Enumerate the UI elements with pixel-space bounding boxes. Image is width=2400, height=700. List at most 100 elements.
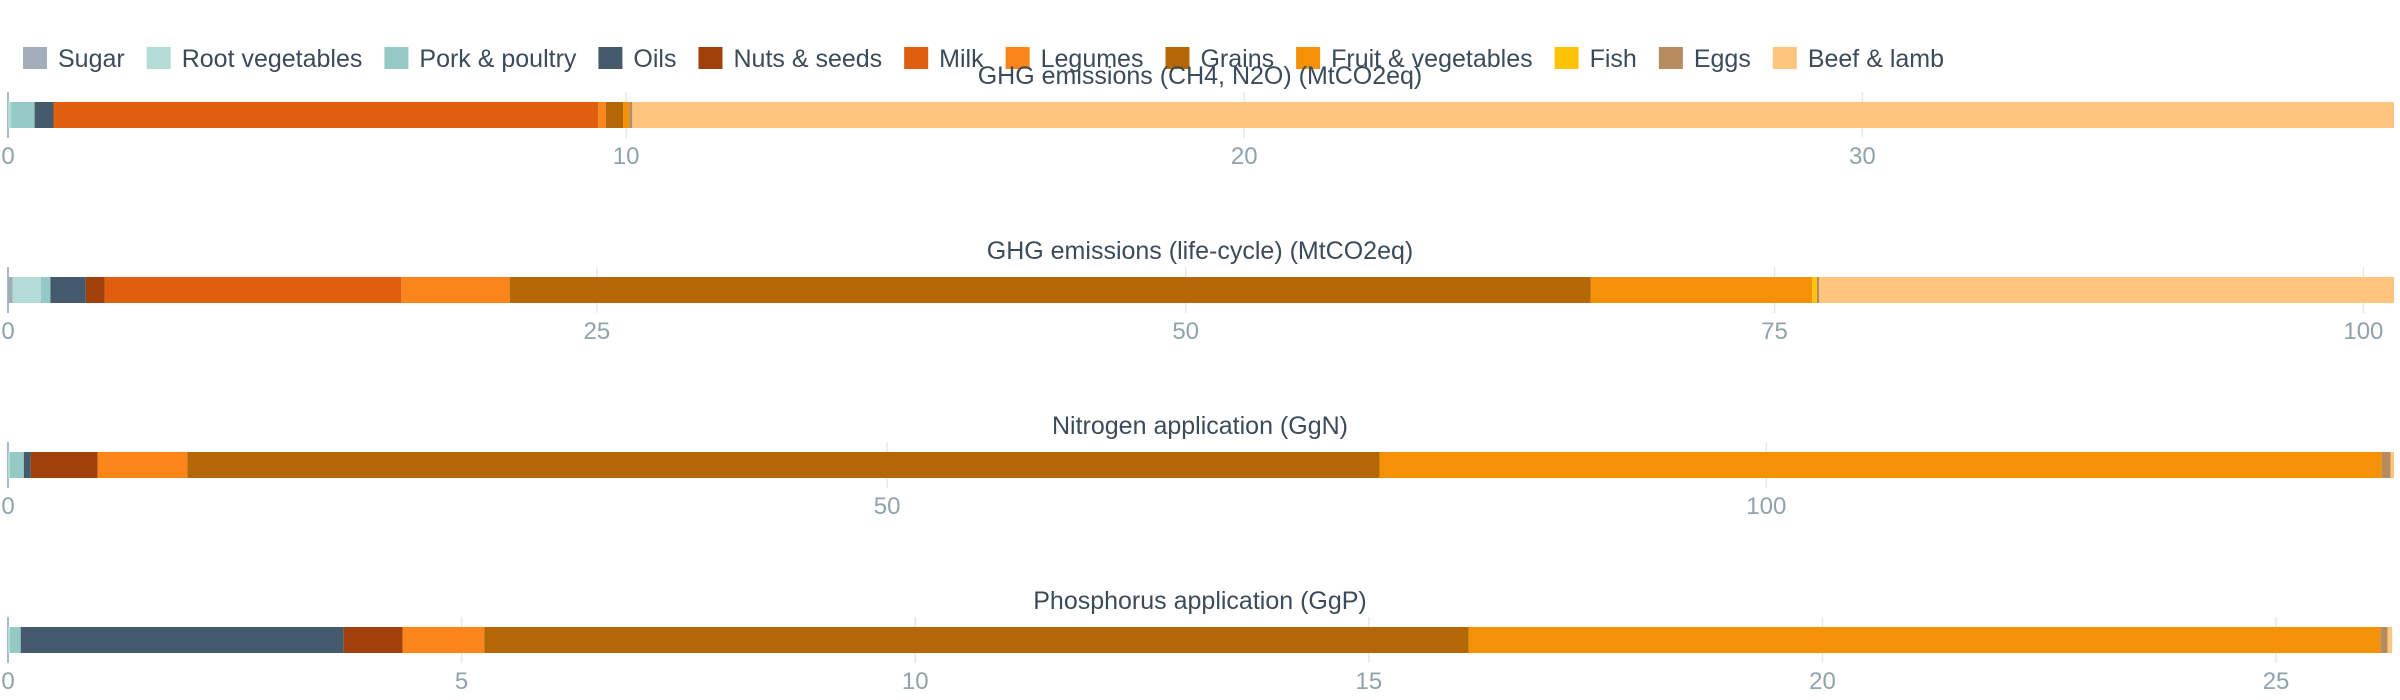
x-tick-label: 5 [455,668,468,695]
x-tick-label: 10 [613,143,640,170]
x-tick-label: 25 [2263,668,2290,695]
bar-segment-root-vegetables[interactable] [8,627,10,653]
x-tick-label: 50 [1172,318,1199,345]
legend-swatch [904,47,929,69]
legend-swatch [698,47,723,69]
legend-label: Milk [939,45,984,73]
legend-label: Grains [1200,45,1274,73]
legend-label: Pork & poultry [419,45,577,73]
bar-segment-grains[interactable] [509,277,1591,303]
bar-segment-nuts-seeds[interactable] [85,277,105,303]
legend-label: Fruit & vegetables [1331,45,1533,73]
bar-segment-milk[interactable] [104,277,402,303]
bar-segment-root-vegetables[interactable] [8,102,12,128]
bar-segment-pork-poultry[interactable] [9,627,21,653]
bar-segment-fruit-vegetables[interactable] [1379,452,2382,478]
bar-segment-beef-lamb[interactable] [1819,277,2394,303]
legend-item-3[interactable]: Oils [598,45,676,73]
legend-label: Oils [633,45,676,73]
bar-segment-beef-lamb[interactable] [2387,627,2393,653]
bar-segment-legumes[interactable] [401,277,510,303]
legend-item-8[interactable]: Fruit & vegetables [1296,45,1533,73]
x-tick-label: 0 [1,143,14,170]
x-tick-label: 0 [1,668,14,695]
bar-segment-oils[interactable] [23,452,31,478]
bar-segment-legumes[interactable] [97,452,188,478]
bar-segment-root-vegetables[interactable] [8,452,10,478]
legend-label: Legumes [1041,45,1144,73]
bar-segment-pork-poultry[interactable] [11,102,35,128]
x-tick-label: 30 [1849,143,1876,170]
bar-segment-oils[interactable] [50,277,86,303]
legend-label: Sugar [58,45,125,73]
bar-segment-oils[interactable] [34,102,54,128]
legend-swatch [1658,47,1683,69]
legend-item-1[interactable]: Root vegetables [146,45,363,73]
legend-label: Root vegetables [182,45,363,73]
legend-swatch [146,47,171,69]
legend-swatch [1554,47,1579,69]
bar-segment-grains[interactable] [187,452,1380,478]
bar-segment-grains[interactable] [484,627,1469,653]
bar-segment-nuts-seeds[interactable] [30,452,98,478]
bar-segment-milk[interactable] [54,102,599,128]
legend-label: Fish [1590,45,1637,73]
bar-segment-eggs[interactable] [629,102,633,128]
panel-title: GHG emissions (life-cycle) (MtCO2eq) [987,237,1413,265]
panel-0: GHG emissions (CH4, N2O) (MtCO2eq) 0 10 20 3… [1,62,2394,170]
legend-swatch [1005,47,1030,69]
legend-swatch [1165,47,1190,69]
legend-item-7[interactable]: Grains [1165,45,1274,73]
bar-segment-fruit-vegetables[interactable] [1468,627,2381,653]
legend-swatch [598,47,623,69]
bar-segment-fruit-vegetables[interactable] [623,102,630,128]
x-tick-label: 25 [583,318,610,345]
legend-item-5[interactable]: Milk [904,45,984,73]
x-tick-label: 100 [2343,318,2383,345]
legend-label: Beef & lamb [1808,45,1944,73]
chart-legend: Sugar Root vegetables Pork & poultry Oils Nu… [23,45,1944,73]
bar-segment-oils[interactable] [20,627,344,653]
bar-segment-legumes[interactable] [598,102,606,128]
legend-swatch [1296,47,1321,69]
x-tick-label: 20 [1231,143,1258,170]
panel-3: Phosphorus application (GgP) 0 5 10 15 20 25 [1,587,2393,695]
bar-segment-sugar[interactable] [8,277,13,303]
bar-segment-legumes[interactable] [402,627,485,653]
panel-2: Nitrogen application (GgN) 0 50 100 [1,412,2394,520]
legend-label: Nuts & seeds [733,45,882,73]
legend-swatch [1772,47,1797,69]
bar-segment-pork-poultry[interactable] [40,277,51,303]
x-tick-label: 0 [1,318,14,345]
chart-panels: GHG emissions (CH4, N2O) (MtCO2eq) 0 10 20 3… [1,62,2394,695]
bar-segment-eggs[interactable] [1816,277,1820,303]
bar-segment-nuts-seeds[interactable] [343,627,403,653]
legend-item-4[interactable]: Nuts & seeds [698,45,882,73]
x-tick-label: 75 [1761,318,1788,345]
legend-item-2[interactable]: Pork & poultry [384,45,577,73]
bar-segment-nuts-seeds[interactable] [53,102,55,128]
bar-segment-eggs[interactable] [2380,627,2388,653]
x-tick-label: 0 [1,493,14,520]
bar-segment-beef-lamb[interactable] [2390,452,2394,478]
bar-segment-pork-poultry[interactable] [9,452,24,478]
bar-segment-eggs[interactable] [2381,452,2391,478]
panel-title: Nitrogen application (GgN) [1052,412,1348,440]
legend-swatch [23,47,47,69]
legend-item-11[interactable]: Beef & lamb [1772,45,1944,73]
legend-item-0[interactable]: Sugar [23,45,125,73]
bar-segment-grains[interactable] [605,102,624,128]
x-tick-label: 10 [902,668,929,695]
panel-title: Phosphorus application (GgP) [1033,587,1367,615]
bar-segment-root-vegetables[interactable] [12,277,41,303]
legend-item-9[interactable]: Fish [1554,45,1637,73]
panel-1: GHG emissions (life-cycle) (MtCO2eq) 0 25 5… [1,237,2394,345]
bar-segment-fish[interactable] [1812,277,1817,303]
legend-label: Eggs [1694,45,1751,73]
bar-segment-fruit-vegetables[interactable] [1590,277,1813,303]
legend-swatch [384,47,409,69]
legend-item-10[interactable]: Eggs [1658,45,1751,73]
legend-item-6[interactable]: Legumes [1005,45,1144,73]
bar-segment-beef-lamb[interactable] [632,102,2394,128]
